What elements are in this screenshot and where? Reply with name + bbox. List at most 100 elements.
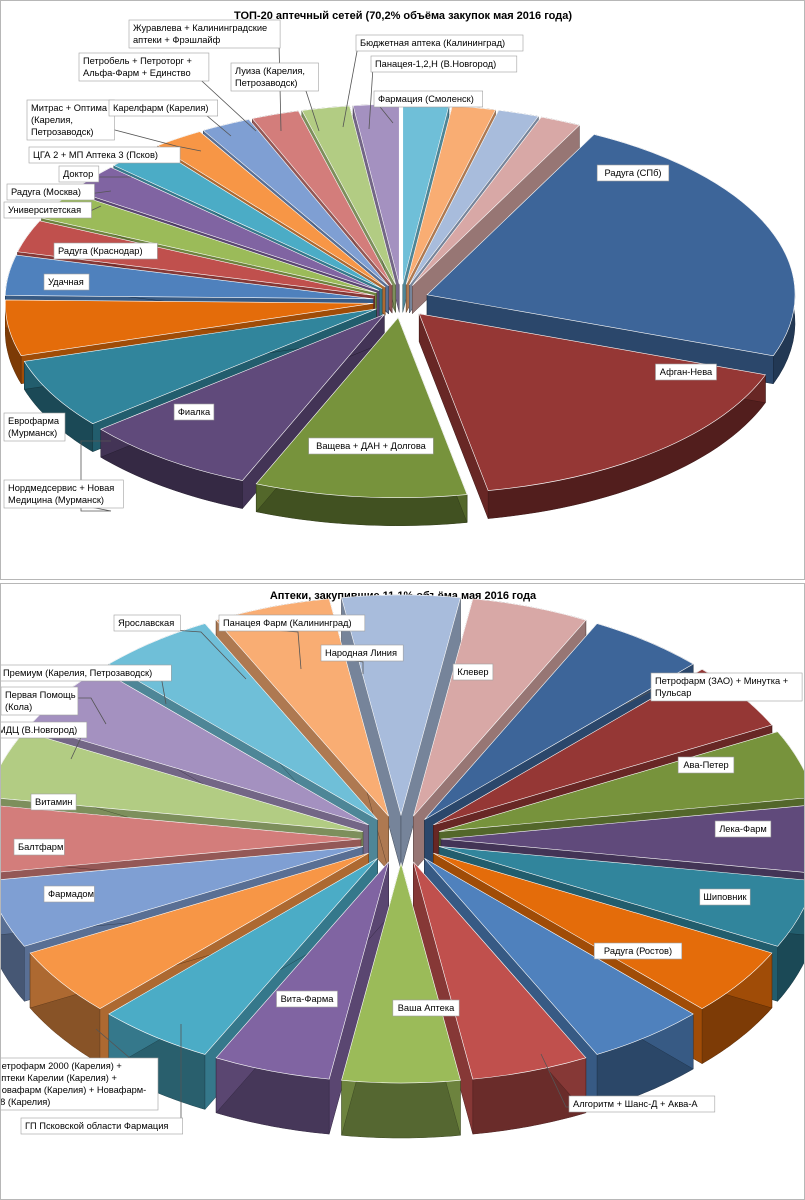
slice-label-11: Фармадом [43, 885, 95, 903]
slice-label-text-0-0: Радуга (СПб) [605, 168, 662, 178]
pie-slice-8 [341, 861, 461, 1084]
slice-label-box-19 [373, 90, 483, 108]
slice-label-2: Ава-Петер [677, 756, 735, 774]
slice-label-text-5-0: Еврофарма [8, 416, 60, 426]
slice-label-16: Премиум (Карелия, Петрозаводск) [1, 664, 172, 682]
pie-slice-6 [4, 254, 374, 300]
slice-label-text-3-0: Фиалка [178, 407, 211, 417]
slice-label-text-3-0: Лека-Фарм [719, 824, 767, 834]
slice-label-box-16 [1, 664, 172, 682]
slice-label-box-15 [128, 19, 281, 49]
pie-slice-4 [438, 846, 804, 947]
slice-label-text-19-0: Народная Линия [325, 648, 397, 658]
slice-label-4: Нордмедсервис + Новая Медицина (Мурманск) [3, 479, 124, 509]
slice-label-text-12-0: Балтфарм [18, 842, 63, 852]
slice-label-text-1-0: Петрофарм (ЗАО) + Минутка + [655, 676, 788, 686]
pie-slice-19 [412, 116, 580, 286]
slice-label-7: Радуга (Краснодар) [53, 242, 158, 260]
slice-label-box-10 [1, 1057, 159, 1111]
slice-label-text-13-0: Витамин [35, 797, 72, 807]
slice-label-5: Радуга (Ростов) [593, 942, 683, 960]
slice-label-9: ГП Псковской области Фармация [20, 1117, 183, 1135]
slice-label-box-17 [355, 34, 524, 52]
slice-label-10: Петрофарм 2000 (Карелия) + Аптеки Карелии… [1, 1057, 159, 1111]
slice-label-text-2-0: Ава-Петер [683, 760, 728, 770]
slice-label-14: Петробель + Петроторг + Альфа-Фарм + Един… [78, 52, 210, 82]
pie-slice-7 [413, 861, 587, 1080]
slice-label-text-11-0: Фармадом [48, 889, 94, 899]
pie-slice-9 [215, 861, 389, 1080]
pie-tops [1, 594, 804, 1084]
slice-label-text-2-0: Ващева + ДАН + Долгова [316, 441, 426, 451]
slice-label-box-16 [230, 62, 319, 92]
slice-label-box-0 [452, 663, 494, 681]
slice-label-text-9-0: ГП Псковской области Фармация [25, 1121, 168, 1131]
slice-labels: Клевер Петрофарм (ЗАО) + Минутка + Пульсар… [1, 614, 803, 1135]
slice-label-text-9-0: Радуга (Москва) [11, 187, 81, 197]
slice-label-box-12 [26, 99, 115, 141]
leader-line-18 [368, 66, 374, 130]
slice-label-12: Балтфарм [13, 838, 65, 856]
slice-label-box-17 [113, 614, 181, 632]
slice-label-text-5-1: (Мурманск) [8, 428, 57, 438]
slice-label-box-5 [593, 942, 683, 960]
slice-label-14: МДЦ (В.Новгород) [1, 721, 88, 739]
slice-label-text-4-0: Нордмедсервис + Новая [8, 483, 114, 493]
slice-label-box-2 [677, 756, 735, 774]
slice-label-box-14 [78, 52, 210, 82]
slice-label-box-1 [655, 363, 717, 381]
slice-label-text-18-0: Панацея Фарм (Калининград) [223, 618, 352, 628]
slice-label-8: Вита-Фарма [276, 990, 338, 1008]
slice-label-text-0-0: Клевер [457, 667, 488, 677]
slice-label-text-4-1: Медицина (Мурманск) [8, 495, 104, 505]
pie-slice-12 [1, 846, 364, 947]
slice-label-text-14-0: Петробель + Петроторг + [83, 56, 192, 66]
pie-chart-top-20: ТОП-20 аптечный сетей (70,2% объёма заку… [3, 10, 796, 526]
slice-label-19: Народная Линия [320, 644, 404, 662]
pie-slice-2 [438, 731, 804, 832]
slice-label-11: ЦГА 2 + МП Аптека 3 (Псков) [28, 146, 181, 164]
slice-label-box-7 [53, 242, 158, 260]
slice-label-text-10-2: Новафарм (Карелия) + Новафарм- [1, 1085, 146, 1095]
slice-label-4: Шиповник [699, 888, 751, 906]
slice-label-2: Ващева + ДАН + Долгова [308, 437, 434, 455]
slice-label-text-7-0: Радуга (Краснодар) [58, 246, 143, 256]
slice-label-box-13 [108, 99, 218, 117]
slice-label-box-3 [173, 403, 215, 421]
pie-slice-6 [424, 858, 694, 1055]
slice-label-3: Фиалка [173, 403, 215, 421]
slice-label-text-16-0: Премиум (Карелия, Петрозаводск) [3, 668, 152, 678]
slice-label-text-19-0: Фармация (Смоленск) [378, 94, 474, 104]
slice-label-text-16-0: Луиза (Карелия, [235, 66, 305, 76]
slice-label-text-12-2: Петрозаводск) [31, 127, 94, 137]
slice-label-box-19 [320, 644, 404, 662]
slice-label-text-15-1: аптеки + Фрэшлайф [133, 35, 221, 45]
slice-label-text-11-0: ЦГА 2 + МП Аптека 3 (Псков) [33, 150, 158, 160]
slice-label-text-6-0: Удачная [48, 277, 84, 287]
pie-chart-11-percent: Аптеки, закупившие 11,1% объёма мая 2016… [1, 590, 804, 1139]
slice-label-8: Университетская [3, 201, 92, 219]
pie-slice-13 [1, 805, 362, 873]
slice-label-box-4 [3, 479, 124, 509]
pie-slice-5 [5, 299, 374, 357]
slice-label-box-3 [714, 820, 772, 838]
pie-slice-12 [202, 119, 389, 287]
pie-slice-0 [426, 134, 796, 357]
pie-slice-1 [418, 313, 766, 491]
slice-label-box-18 [218, 614, 366, 632]
slice-label-18: Панацея Фарм (Калининград) [218, 614, 366, 632]
slice-label-box-7 [392, 999, 460, 1017]
slice-label-box-4 [699, 888, 751, 906]
slice-label-16: Луиза (Карелия, Петрозаводск) [230, 62, 319, 92]
slice-label-text-17-0: Бюджетная аптека (Калининград) [360, 38, 505, 48]
slice-label-box-18 [370, 55, 518, 73]
slice-label-text-14-1: Альфа-Фарм + Единство [83, 68, 191, 78]
slice-label-17: Ярославская [113, 614, 181, 632]
slice-label-6: Алгоритм + Шанс-Д + Аква-А [568, 1095, 716, 1113]
pie-slice-10 [108, 858, 378, 1055]
slice-label-text-10-0: Доктор [63, 169, 93, 179]
slice-label-text-6-0: Алгоритм + Шанс-Д + Аква-А [573, 1099, 698, 1109]
pie-slice-11 [29, 852, 369, 1010]
slice-label-text-15-0: Первая Помощь [5, 690, 76, 700]
slice-label-box-12 [13, 838, 65, 856]
